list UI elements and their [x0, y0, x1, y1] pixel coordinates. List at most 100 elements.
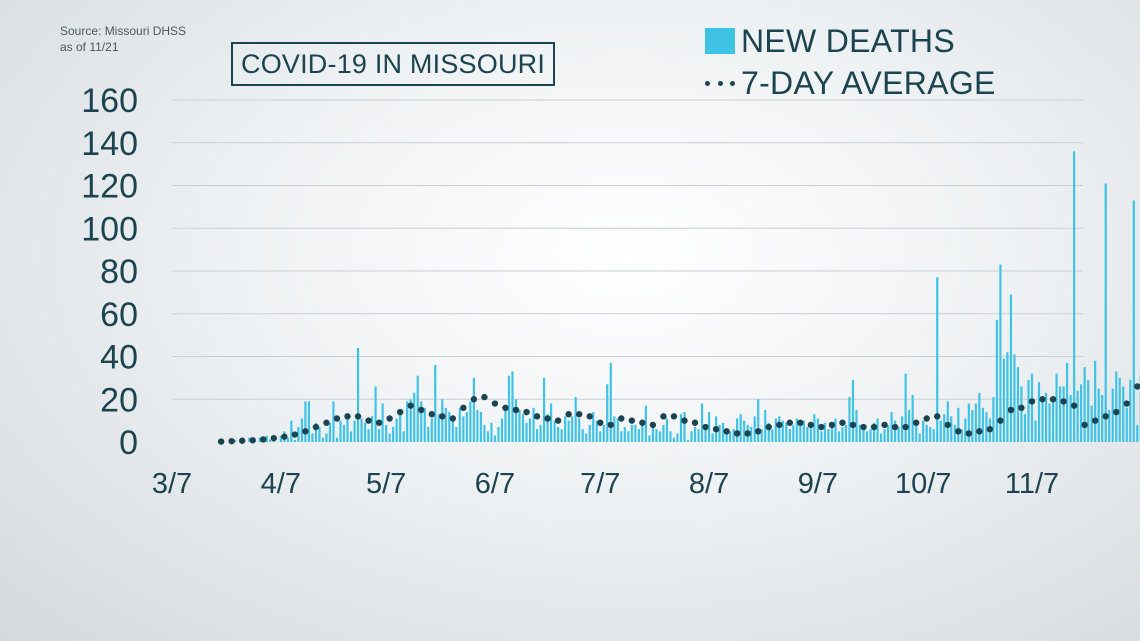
bar	[957, 407, 960, 442]
avg-dot	[1049, 396, 1057, 403]
bar	[1066, 362, 1069, 442]
bar	[325, 433, 328, 442]
bar	[370, 416, 374, 442]
bar	[402, 431, 405, 442]
bar	[462, 416, 465, 442]
bar	[539, 424, 542, 442]
source-line: Source: Missouri DHSS	[60, 24, 187, 38]
avg-dot	[260, 436, 267, 443]
bar	[760, 429, 763, 442]
bar	[943, 414, 946, 442]
bar	[841, 427, 844, 442]
bar	[588, 424, 591, 442]
y-tick-label: 120	[81, 168, 138, 206]
bar	[427, 427, 430, 442]
avg-dot	[1102, 413, 1109, 420]
bar	[802, 420, 805, 443]
legend: NEW DEATHS 7-DAY AVERAGE	[705, 20, 996, 104]
avg-dot	[923, 415, 930, 422]
bar	[395, 418, 398, 442]
bar	[378, 429, 381, 442]
bar	[911, 394, 914, 442]
bar	[595, 420, 598, 443]
bar	[964, 418, 967, 442]
avg-dot	[270, 434, 277, 442]
chart-title-text: COVID-19 IN MISSOURI	[241, 48, 546, 79]
bar	[862, 429, 865, 442]
bar	[967, 403, 970, 442]
legend-label-new-deaths: NEW DEATHS	[741, 22, 955, 59]
avg-dot	[386, 415, 393, 422]
bar	[441, 399, 444, 442]
bar	[1037, 382, 1041, 442]
bar	[830, 424, 834, 442]
bar-series-new-deaths	[220, 151, 1140, 443]
bar	[662, 424, 665, 442]
avg-dot	[228, 437, 235, 445]
avg-dot	[239, 437, 246, 444]
bar	[693, 427, 697, 442]
bar	[1090, 405, 1093, 442]
avg-dot	[733, 430, 741, 437]
bar	[497, 427, 500, 442]
bar	[939, 420, 942, 443]
avg-dot	[491, 400, 499, 407]
bar	[876, 418, 879, 442]
avg-dot	[1134, 383, 1140, 390]
bar	[385, 424, 388, 442]
bar	[1104, 183, 1107, 443]
y-axis: 0 20 40 60 80 100 120 140 160	[81, 82, 138, 462]
bar	[599, 431, 602, 442]
avg-dot	[997, 417, 1004, 424]
bar	[1030, 373, 1034, 442]
bar	[1097, 388, 1100, 442]
bar	[971, 409, 974, 442]
legend-label-7-day-average: 7-DAY AVERAGE	[741, 64, 996, 101]
bar	[683, 412, 686, 442]
avg-dot	[628, 417, 636, 424]
bar	[363, 422, 367, 442]
avg-dot	[839, 419, 846, 426]
bar	[472, 377, 475, 443]
bar	[869, 429, 872, 442]
bar	[883, 429, 886, 442]
bar	[679, 414, 683, 442]
bar	[328, 422, 332, 442]
bar	[342, 424, 346, 442]
bar	[750, 427, 753, 442]
bar	[430, 418, 433, 442]
avg-dot	[554, 417, 562, 424]
bar	[644, 405, 647, 442]
bar	[757, 399, 760, 442]
avg-dot	[354, 413, 362, 420]
avg-dot	[439, 413, 446, 420]
bar	[1115, 371, 1118, 442]
bar	[1062, 386, 1065, 442]
legend-dots-swatch	[705, 70, 735, 96]
bar	[349, 431, 353, 442]
bar	[827, 429, 830, 442]
bar	[915, 422, 918, 442]
dot-series-7-day-average	[217, 383, 1140, 445]
bar	[1055, 373, 1058, 442]
avg-dot	[691, 419, 699, 426]
avg-dot	[375, 419, 383, 426]
bar	[297, 427, 300, 442]
bar	[360, 418, 363, 442]
bar	[1125, 407, 1128, 442]
bar	[265, 435, 268, 442]
bar	[676, 433, 679, 442]
bar	[686, 439, 690, 442]
bar	[528, 418, 532, 442]
bar	[908, 409, 911, 442]
avg-dot	[828, 421, 836, 429]
bar	[1069, 394, 1072, 442]
avg-dot	[1007, 406, 1015, 414]
x-tick-label: 4/7	[261, 468, 301, 500]
source-note: Source: Missouri DHSS as of 11/21	[60, 23, 186, 55]
bar	[465, 412, 468, 442]
bar	[690, 431, 693, 442]
avg-dot	[396, 408, 404, 416]
bar	[630, 424, 633, 442]
bar	[437, 414, 440, 442]
